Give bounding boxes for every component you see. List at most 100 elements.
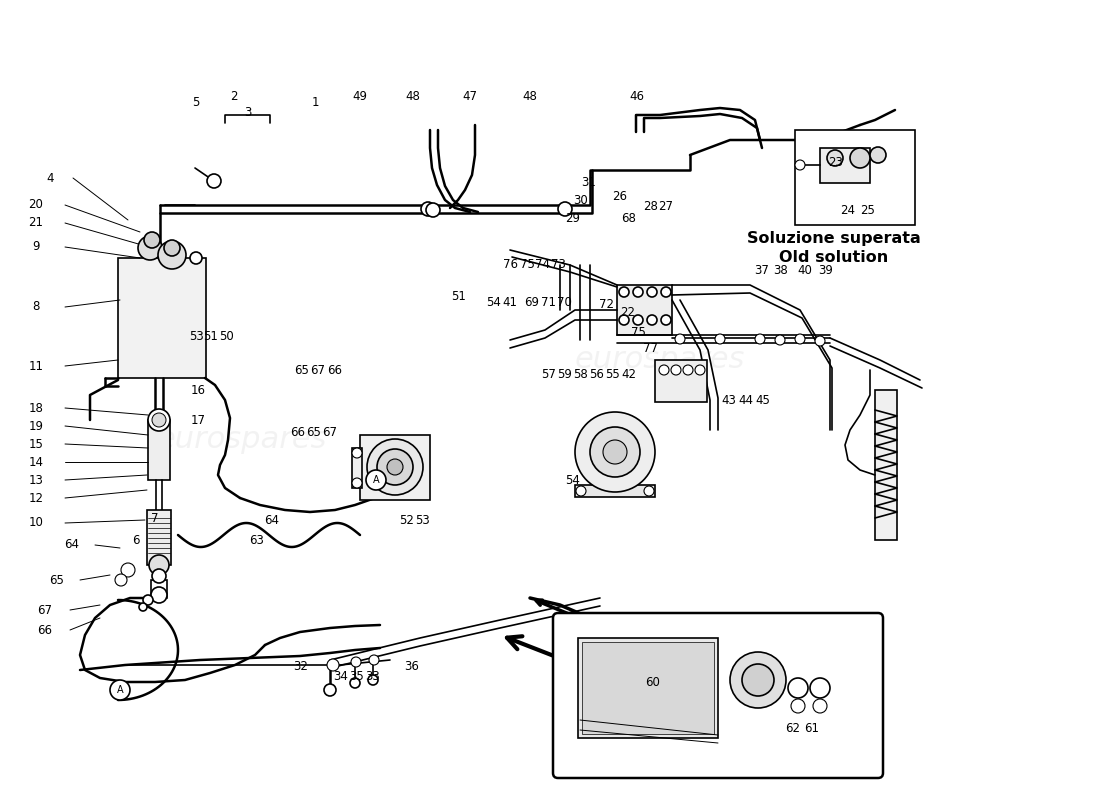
- Circle shape: [190, 252, 202, 264]
- Text: 57: 57: [541, 369, 557, 382]
- Text: 51: 51: [452, 290, 466, 303]
- Text: 29: 29: [565, 211, 581, 225]
- Text: 40: 40: [798, 263, 813, 277]
- Circle shape: [324, 684, 336, 696]
- Text: 38: 38: [773, 263, 789, 277]
- Circle shape: [755, 334, 764, 344]
- Text: 33: 33: [365, 670, 381, 682]
- Text: 12: 12: [29, 491, 44, 505]
- Text: 59: 59: [558, 369, 572, 382]
- Circle shape: [742, 664, 774, 696]
- Circle shape: [139, 603, 147, 611]
- Circle shape: [619, 315, 629, 325]
- Text: 75: 75: [630, 326, 646, 338]
- Circle shape: [590, 427, 640, 477]
- Circle shape: [815, 336, 825, 346]
- Circle shape: [776, 335, 785, 345]
- Text: 56: 56: [590, 369, 604, 382]
- Text: 70: 70: [557, 295, 571, 309]
- Circle shape: [632, 315, 644, 325]
- Text: 65: 65: [50, 574, 65, 586]
- Circle shape: [671, 365, 681, 375]
- Text: 51: 51: [204, 330, 219, 343]
- Text: 43: 43: [722, 394, 736, 406]
- Text: 61: 61: [804, 722, 820, 734]
- Circle shape: [116, 574, 127, 586]
- Text: 37: 37: [755, 263, 769, 277]
- Text: 47: 47: [462, 90, 477, 103]
- Text: 21: 21: [29, 217, 44, 230]
- Text: 41: 41: [503, 295, 517, 309]
- Text: 26: 26: [613, 190, 627, 202]
- Text: 15: 15: [29, 438, 43, 450]
- Text: 5: 5: [192, 97, 200, 110]
- Bar: [654, 360, 707, 402]
- Circle shape: [661, 315, 671, 325]
- Circle shape: [158, 241, 186, 269]
- FancyBboxPatch shape: [553, 613, 883, 778]
- Text: Soluzione superata: Soluzione superata: [747, 230, 921, 246]
- Text: 64: 64: [264, 514, 279, 527]
- Circle shape: [647, 287, 657, 297]
- Circle shape: [675, 334, 685, 344]
- Circle shape: [148, 555, 169, 575]
- Text: 8: 8: [32, 301, 40, 314]
- Text: 30: 30: [573, 194, 588, 206]
- Circle shape: [148, 409, 170, 431]
- Text: 73: 73: [551, 258, 565, 271]
- Circle shape: [110, 680, 130, 700]
- Circle shape: [870, 147, 886, 163]
- Bar: [147, 510, 170, 565]
- Text: 6: 6: [132, 534, 140, 546]
- Circle shape: [152, 413, 166, 427]
- Text: 68: 68: [621, 211, 637, 225]
- Circle shape: [795, 160, 805, 170]
- Circle shape: [795, 334, 805, 344]
- Bar: [820, 148, 870, 183]
- Circle shape: [715, 334, 725, 344]
- Text: 60: 60: [646, 677, 660, 690]
- Circle shape: [152, 569, 166, 583]
- Text: 17: 17: [190, 414, 206, 426]
- Text: 65: 65: [307, 426, 321, 438]
- Bar: [578, 638, 718, 738]
- Bar: [795, 130, 915, 225]
- Circle shape: [144, 232, 159, 248]
- Circle shape: [368, 655, 379, 665]
- Circle shape: [850, 148, 870, 168]
- Text: eurospares: eurospares: [575, 346, 745, 374]
- Circle shape: [632, 287, 644, 297]
- Text: 54: 54: [486, 295, 502, 309]
- Circle shape: [810, 678, 830, 698]
- Text: 9: 9: [32, 241, 40, 254]
- Text: 48: 48: [522, 90, 538, 103]
- Text: 3: 3: [244, 106, 252, 119]
- Text: 16: 16: [190, 383, 206, 397]
- Text: Old solution: Old solution: [780, 250, 889, 266]
- Text: 45: 45: [756, 394, 770, 406]
- Text: 69: 69: [525, 295, 539, 309]
- Text: 23: 23: [828, 157, 844, 170]
- Text: 19: 19: [29, 419, 44, 433]
- Circle shape: [644, 486, 654, 496]
- Text: 52: 52: [399, 514, 415, 526]
- Text: 62: 62: [785, 722, 801, 734]
- Text: 67: 67: [322, 426, 338, 438]
- Text: 53: 53: [188, 330, 204, 343]
- Text: 36: 36: [405, 661, 419, 674]
- Text: 53: 53: [416, 514, 430, 526]
- Circle shape: [143, 595, 153, 605]
- Circle shape: [695, 365, 705, 375]
- Text: 1: 1: [311, 97, 319, 110]
- Circle shape: [659, 365, 669, 375]
- Text: 58: 58: [573, 369, 588, 382]
- Text: 25: 25: [860, 203, 876, 217]
- Text: 31: 31: [582, 177, 596, 190]
- Circle shape: [619, 287, 629, 297]
- Text: 76: 76: [504, 258, 518, 271]
- Circle shape: [387, 459, 403, 475]
- Bar: [148, 420, 170, 480]
- Text: 55: 55: [606, 369, 620, 382]
- Circle shape: [327, 659, 339, 671]
- Circle shape: [788, 678, 808, 698]
